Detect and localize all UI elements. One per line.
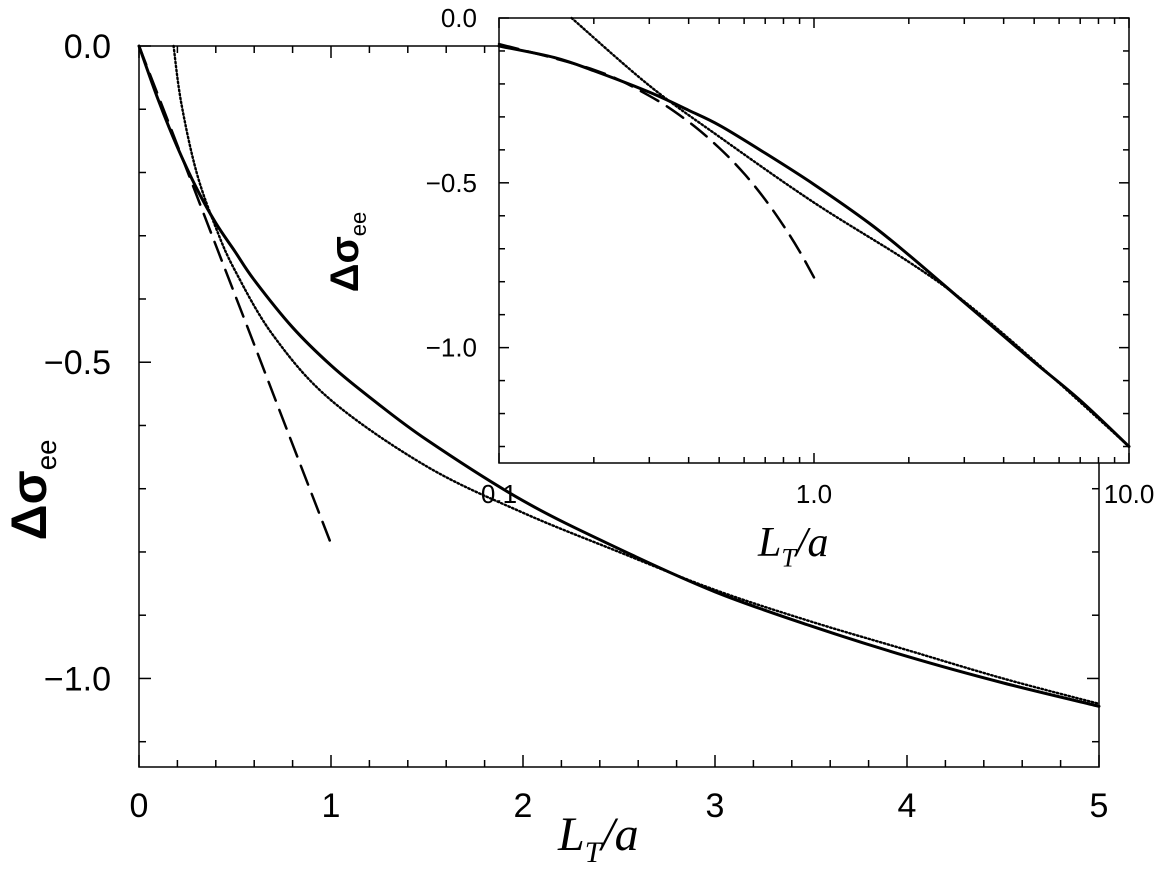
series-solid-line xyxy=(497,44,1131,449)
x-axis-title: LT/a xyxy=(557,808,639,869)
x-axis-title: LT/a xyxy=(757,520,829,573)
y-tick-label: −0.5 xyxy=(426,168,477,198)
y-tick-label: −1.0 xyxy=(44,660,111,698)
plot-frame xyxy=(498,17,1130,464)
series-dotted-line xyxy=(172,44,1101,705)
series-dashed-line xyxy=(137,44,333,545)
y-tick-label: 0.0 xyxy=(441,3,477,33)
y-tick-label: −0.5 xyxy=(44,344,111,382)
x-tick-label: 1.0 xyxy=(796,479,832,509)
series-dotted-line xyxy=(570,16,1131,448)
inset-plot: 0.1 1.0 10.0 0.0 −0.5 −1.0 LT/a Δσee xyxy=(323,3,1154,573)
x-tick-label: 0.1 xyxy=(481,479,517,509)
y-axis-title: Δσee xyxy=(1,440,62,541)
x-tick-label: 3 xyxy=(706,787,725,825)
x-tick-label: 5 xyxy=(1090,787,1109,825)
x-tick-label: 1 xyxy=(322,787,341,825)
plot-area xyxy=(499,18,1129,463)
x-tick-label: 4 xyxy=(898,787,917,825)
y-tick-label: 0.0 xyxy=(64,28,111,66)
series-solid-line xyxy=(137,44,1101,708)
y-tick-label: −1.0 xyxy=(426,333,477,363)
x-tick-label: 10.0 xyxy=(1104,479,1155,509)
x-tick-label: 0 xyxy=(130,787,149,825)
x-tick-label: 2 xyxy=(514,787,533,825)
series-dashed-line xyxy=(497,42,816,279)
y-axis-title: Δσee xyxy=(323,212,371,293)
